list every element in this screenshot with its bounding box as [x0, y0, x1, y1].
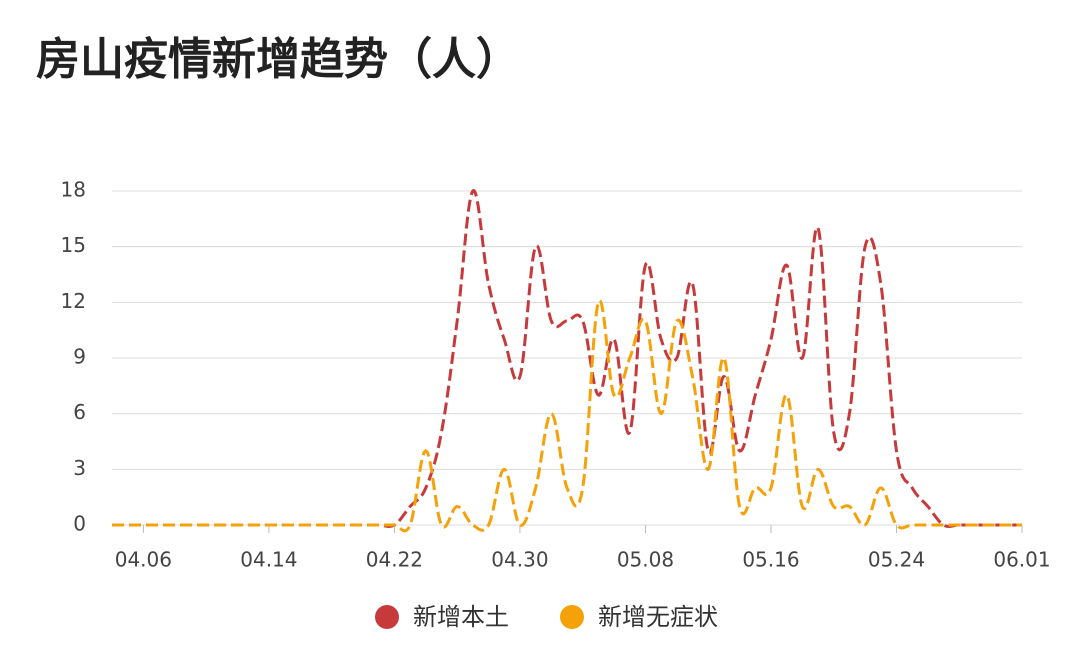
x-tick-label: 04.14	[240, 548, 297, 572]
y-tick-label: 0	[73, 512, 86, 536]
chart-title: 房山疫情新增趋势（人）	[36, 34, 520, 85]
x-tick-label: 05.08	[617, 548, 674, 572]
x-tick-label: 05.16	[742, 548, 799, 572]
x-tick-label: 04.22	[366, 548, 423, 572]
y-tick-label: 3	[73, 456, 86, 480]
legend-label: 新增本土	[413, 603, 509, 631]
y-tick-label: 12	[61, 289, 86, 313]
y-tick-label: 18	[61, 178, 86, 202]
x-tick-label: 06.01	[993, 548, 1050, 572]
y-tick-label: 9	[73, 345, 86, 369]
legend-swatch	[375, 605, 399, 629]
line-series	[112, 298, 1022, 533]
line-series	[112, 189, 1022, 528]
x-tick-label: 04.06	[115, 548, 172, 572]
y-tick-label: 6	[73, 400, 86, 424]
legend-swatch	[560, 605, 584, 629]
x-tick-label: 04.30	[491, 548, 548, 572]
x-tick-label: 05.24	[868, 548, 925, 572]
y-tick-label: 15	[61, 233, 86, 257]
legend-label: 新增无症状	[598, 603, 718, 631]
